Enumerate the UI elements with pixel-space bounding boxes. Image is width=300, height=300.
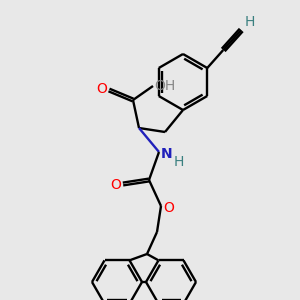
Text: H: H (245, 15, 255, 29)
Text: O: O (111, 178, 122, 192)
Text: O: O (164, 201, 174, 215)
Text: OH: OH (154, 79, 176, 93)
Text: N: N (161, 147, 173, 161)
Text: H: H (174, 155, 184, 169)
Text: O: O (97, 82, 107, 96)
